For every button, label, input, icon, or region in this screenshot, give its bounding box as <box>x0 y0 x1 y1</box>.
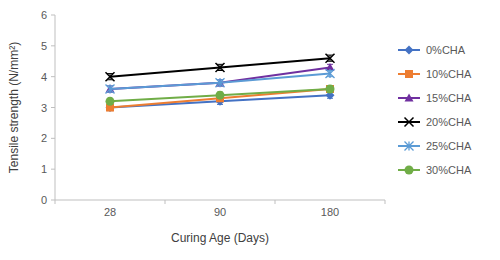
x-tick <box>385 200 386 204</box>
legend-label: 30%CHA <box>426 164 472 176</box>
x-axis <box>55 200 385 201</box>
marker <box>405 46 414 55</box>
marker <box>326 85 334 93</box>
marker <box>405 94 414 102</box>
legend-label: 10%CHA <box>426 68 472 80</box>
plot-area <box>106 54 335 112</box>
marker <box>216 78 225 87</box>
series <box>106 63 335 93</box>
y-tick <box>51 76 55 77</box>
legend-label: 20%CHA <box>426 116 472 128</box>
y-tick <box>51 138 55 139</box>
y-tick-label: 6 <box>41 9 47 21</box>
legend: 0%CHA 10%CHA 15%CHA 20%CHA 25%CHA 30%CHA <box>398 44 472 176</box>
y-tick <box>51 107 55 108</box>
y-axis-label: Tensile strength (N/mm²) <box>7 42 21 173</box>
legend-label: 15%CHA <box>426 92 472 104</box>
marker <box>326 85 335 94</box>
y-tick-label: 3 <box>41 102 47 114</box>
marker <box>106 72 115 81</box>
series-line <box>110 74 330 89</box>
x-tick <box>165 200 166 204</box>
y-tick <box>51 200 55 201</box>
marker <box>405 142 414 151</box>
x-tick-label: 28 <box>104 206 116 218</box>
marker <box>405 118 414 127</box>
marker <box>326 69 335 78</box>
series <box>106 91 335 112</box>
y-tick <box>51 45 55 46</box>
marker <box>106 97 115 106</box>
y-tick-label: 2 <box>41 132 47 144</box>
x-tick <box>275 200 276 204</box>
y-tick-label: 5 <box>41 40 47 52</box>
marker <box>405 166 414 175</box>
y-tick <box>51 169 55 170</box>
legend-label: 25%CHA <box>426 140 472 152</box>
series-line <box>110 89 330 108</box>
x-tick-label: 180 <box>321 206 339 218</box>
y-tick-label: 1 <box>41 163 47 175</box>
marker <box>405 70 413 78</box>
y-tick-label: 0 <box>41 194 47 206</box>
series-line <box>110 58 330 76</box>
legend-label: 0%CHA <box>426 44 466 56</box>
y-tick-label: 4 <box>41 71 47 83</box>
series-line <box>110 89 330 101</box>
chart: 0 1 2 3 4 5 6 28 90 180 Curing Age (Days) Tensile s… <box>0 0 500 260</box>
x-tick <box>55 200 56 204</box>
marker <box>106 85 115 94</box>
x-axis-label: Curing Age (Days) <box>171 231 269 245</box>
marker <box>216 63 225 72</box>
x-tick-label: 90 <box>214 206 226 218</box>
y-tick <box>51 15 55 16</box>
marker <box>216 91 225 100</box>
y-axis <box>55 15 56 200</box>
series <box>106 85 334 112</box>
series <box>106 85 335 106</box>
marker <box>326 54 335 63</box>
